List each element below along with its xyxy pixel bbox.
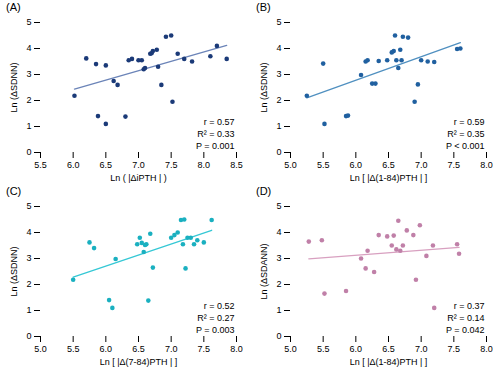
svg-text:Ln [ |Δ(1-84)PTH | ]: Ln [ |Δ(1-84)PTH | ] bbox=[350, 173, 428, 183]
svg-text:8.5: 8.5 bbox=[230, 160, 243, 170]
svg-text:5: 5 bbox=[26, 17, 31, 27]
svg-text:r = 0.57R² = 0.33P = 0.001: r = 0.57R² = 0.33P = 0.001 bbox=[196, 117, 235, 150]
svg-text:5.0: 5.0 bbox=[284, 344, 297, 354]
svg-text:Ln (ΔSDANN): Ln (ΔSDANN) bbox=[259, 243, 269, 299]
svg-text:2: 2 bbox=[26, 279, 31, 289]
svg-text:5.5: 5.5 bbox=[317, 160, 330, 170]
svg-text:5.0: 5.0 bbox=[34, 344, 47, 354]
svg-text:4: 4 bbox=[26, 43, 31, 53]
svg-text:0: 0 bbox=[26, 331, 31, 341]
svg-text:r = 0.52R² = 0.27P = 0.003: r = 0.52R² = 0.27P = 0.003 bbox=[196, 301, 235, 334]
svg-text:7.5: 7.5 bbox=[448, 160, 461, 170]
svg-text:4: 4 bbox=[276, 227, 281, 237]
svg-text:1: 1 bbox=[26, 121, 31, 131]
svg-text:1: 1 bbox=[276, 305, 281, 315]
svg-text:7.0: 7.0 bbox=[415, 160, 428, 170]
svg-text:3: 3 bbox=[26, 69, 31, 79]
svg-text:8.0: 8.0 bbox=[480, 344, 493, 354]
svg-text:5: 5 bbox=[26, 201, 31, 211]
svg-text:5.5: 5.5 bbox=[317, 344, 330, 354]
svg-text:2: 2 bbox=[26, 95, 31, 105]
svg-text:7.5: 7.5 bbox=[198, 344, 211, 354]
svg-text:Ln (ΔSDNN): Ln (ΔSDNN) bbox=[9, 62, 19, 112]
svg-text:6.0: 6.0 bbox=[100, 344, 113, 354]
svg-text:3: 3 bbox=[276, 253, 281, 263]
svg-text:8.0: 8.0 bbox=[480, 160, 493, 170]
html-text:(D): (D) bbox=[256, 185, 272, 197]
svg-text:2: 2 bbox=[276, 95, 281, 105]
svg-text:7.0: 7.0 bbox=[165, 344, 178, 354]
svg-text:5.0: 5.0 bbox=[284, 160, 297, 170]
svg-text:1: 1 bbox=[26, 305, 31, 315]
svg-text:4: 4 bbox=[26, 227, 31, 237]
svg-text:6.5: 6.5 bbox=[132, 344, 145, 354]
svg-text:3: 3 bbox=[26, 253, 31, 263]
svg-text:3: 3 bbox=[276, 69, 281, 79]
svg-text:6.0: 6.0 bbox=[67, 160, 80, 170]
svg-text:7.5: 7.5 bbox=[165, 160, 178, 170]
svg-text:0: 0 bbox=[276, 331, 281, 341]
svg-text:5: 5 bbox=[276, 201, 281, 211]
svg-text:4: 4 bbox=[276, 43, 281, 53]
html-text:(B): (B) bbox=[256, 1, 271, 13]
svg-text:Ln (ΔSDNN): Ln (ΔSDNN) bbox=[9, 246, 19, 296]
svg-text:8.0: 8.0 bbox=[230, 344, 243, 354]
html-text:(C): (C) bbox=[6, 185, 22, 197]
svg-text:0: 0 bbox=[26, 147, 31, 157]
svg-text:7.0: 7.0 bbox=[415, 344, 428, 354]
svg-text:6.5: 6.5 bbox=[382, 160, 395, 170]
svg-text:1: 1 bbox=[276, 121, 281, 131]
svg-text:7.0: 7.0 bbox=[132, 160, 145, 170]
svg-text:r = 0.37R² = 0.14P = 0.042: r = 0.37R² = 0.14P = 0.042 bbox=[446, 301, 485, 334]
html-text:(A): (A) bbox=[6, 1, 21, 13]
svg-text:5.5: 5.5 bbox=[67, 344, 80, 354]
svg-text:Ln ( |ΔiPTH | ): Ln ( |ΔiPTH | ) bbox=[110, 173, 167, 183]
svg-text:6.5: 6.5 bbox=[382, 344, 395, 354]
svg-text:2: 2 bbox=[276, 279, 281, 289]
svg-text:8.0: 8.0 bbox=[198, 160, 211, 170]
svg-text:Ln [ |Δ(7-84)PTH | ]: Ln [ |Δ(7-84)PTH | ] bbox=[100, 357, 178, 367]
svg-text:Ln [ |Δ(1-84)PTH | ]: Ln [ |Δ(1-84)PTH | ] bbox=[350, 357, 428, 367]
svg-text:6.5: 6.5 bbox=[100, 160, 113, 170]
svg-text:0: 0 bbox=[276, 147, 281, 157]
svg-text:r = 0.59R² = 0.35P < 0.001: r = 0.59R² = 0.35P < 0.001 bbox=[446, 117, 485, 150]
svg-text:5: 5 bbox=[276, 17, 281, 27]
svg-text:6.0: 6.0 bbox=[350, 160, 363, 170]
svg-text:6.0: 6.0 bbox=[350, 344, 363, 354]
svg-text:7.5: 7.5 bbox=[448, 344, 461, 354]
svg-text:5.5: 5.5 bbox=[34, 160, 47, 170]
svg-text:Ln (ΔSDNN): Ln (ΔSDNN) bbox=[259, 62, 269, 112]
